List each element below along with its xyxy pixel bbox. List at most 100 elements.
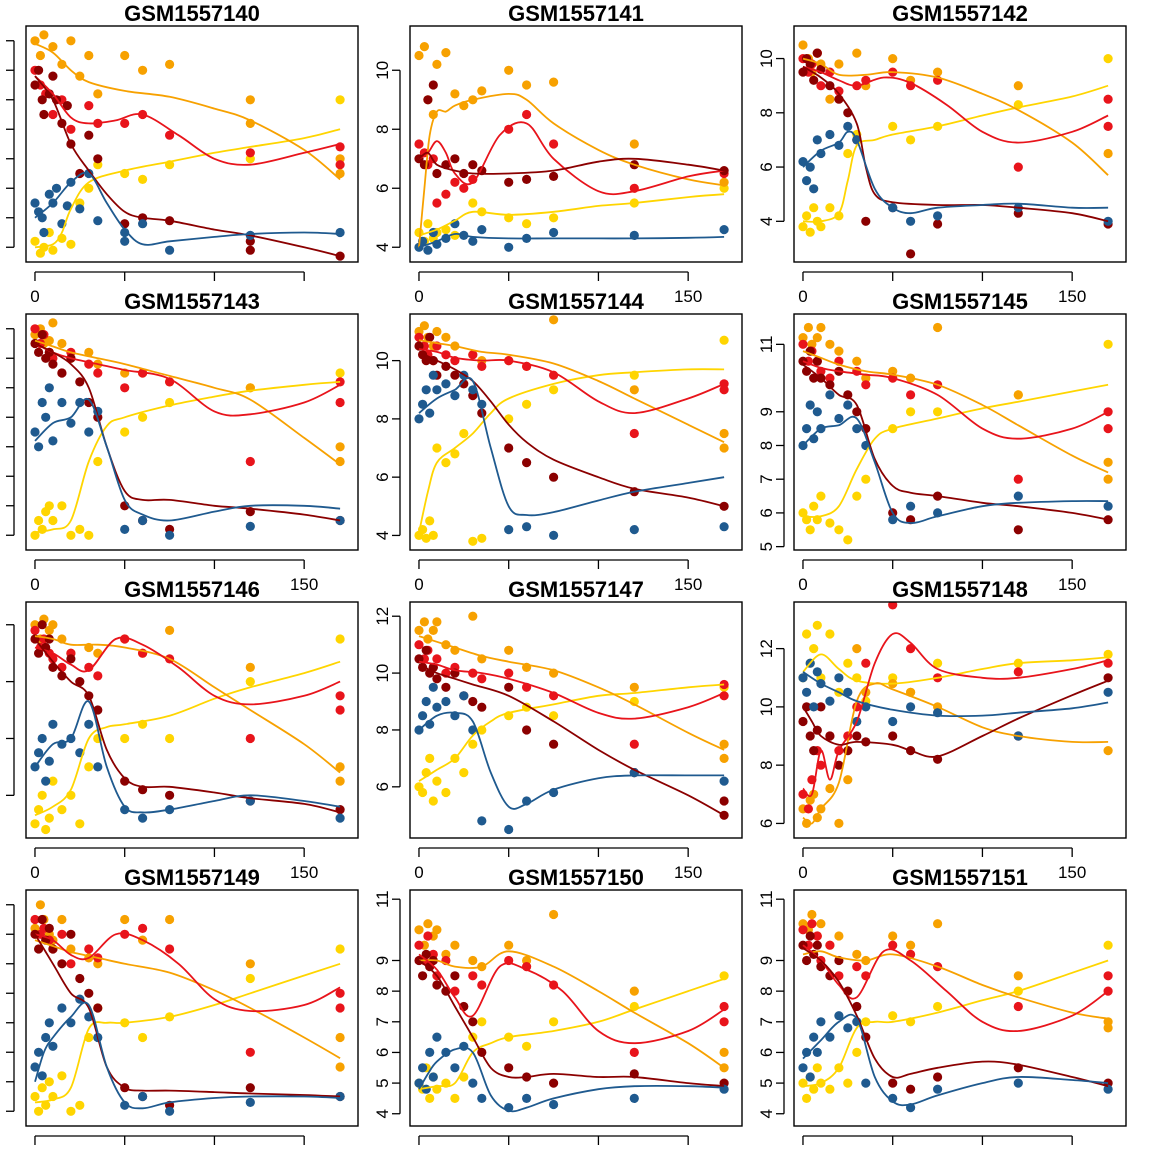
panel-6: GSM1557145 0 150 5 6 7 8 9 11 — [757, 289, 1127, 594]
data-point — [834, 760, 844, 770]
y-tick-label: 6 — [373, 472, 392, 481]
data-point — [120, 805, 130, 815]
data-point — [549, 77, 559, 87]
data-point — [468, 160, 478, 170]
data-point — [1103, 121, 1113, 131]
panel-title: GSM1557143 — [124, 289, 260, 314]
trend-line — [418, 351, 725, 508]
panel-2: GSM1557141 0 150 4 6 8 10 — [373, 1, 743, 306]
data-point — [843, 535, 853, 545]
x-tick-label: 150 — [674, 575, 702, 594]
data-point — [138, 923, 148, 934]
data-point — [852, 962, 862, 972]
data-point — [93, 671, 103, 681]
y-tick-label: 5 — [373, 1078, 392, 1087]
data-point — [1103, 54, 1113, 64]
data-point — [419, 321, 429, 331]
data-point — [906, 390, 916, 400]
trend-line — [34, 636, 341, 706]
trend-line — [34, 42, 341, 181]
data-point — [549, 1099, 559, 1110]
x-tick-label: 0 — [414, 287, 423, 306]
trend-line — [802, 959, 1109, 1088]
data-point — [802, 1047, 812, 1057]
data-point — [888, 121, 898, 131]
data-point — [852, 644, 862, 654]
data-point — [843, 121, 853, 131]
data-point — [809, 184, 819, 194]
data-point — [120, 118, 130, 128]
y-tick-label: 6 — [373, 184, 392, 193]
data-point — [414, 139, 424, 149]
data-point — [843, 1023, 853, 1033]
panel-7: GSM1557146 0 150 — [6, 577, 359, 882]
data-point — [414, 332, 424, 342]
data-point — [30, 236, 40, 246]
data-point — [812, 620, 822, 630]
data-point — [428, 370, 438, 380]
data-point — [504, 124, 514, 134]
panel-4: GSM1557143 0 150 — [6, 289, 359, 594]
trend-line — [418, 950, 725, 1069]
data-point — [428, 796, 438, 806]
data-point — [549, 472, 559, 482]
data-point — [1013, 390, 1023, 400]
plot-frame — [793, 25, 1127, 263]
trend-line — [34, 1001, 341, 1110]
data-point — [459, 1041, 469, 1051]
data-point — [245, 973, 255, 984]
plot-frame — [25, 601, 359, 839]
data-point — [802, 211, 812, 221]
plot-area — [414, 42, 729, 255]
data-point — [852, 731, 862, 741]
data-point — [933, 322, 943, 333]
data-point — [432, 702, 442, 712]
trend-line — [34, 635, 341, 774]
data-point — [933, 407, 943, 417]
data-point — [245, 677, 255, 687]
x-tick-label: 150 — [1058, 575, 1086, 594]
data-point — [335, 705, 345, 715]
x-tick-label: 150 — [674, 863, 702, 882]
data-point — [37, 330, 47, 340]
plot-frame — [25, 889, 359, 1127]
data-point — [62, 101, 72, 111]
data-point — [48, 776, 58, 786]
data-point — [93, 1003, 103, 1013]
data-point — [44, 813, 54, 823]
y-tick-label: 6 — [757, 1048, 776, 1057]
data-point — [165, 59, 175, 69]
data-point — [428, 625, 438, 636]
data-point — [798, 1063, 808, 1073]
y-axis: 4 6 8 10 — [757, 49, 785, 226]
data-point — [66, 530, 76, 540]
panel-10: GSM15571490150 — [6, 865, 359, 1152]
data-point — [35, 900, 46, 910]
data-point — [803, 322, 814, 333]
data-point — [477, 225, 487, 235]
plot-frame — [25, 25, 359, 263]
trend-line — [418, 683, 725, 782]
data-point — [48, 719, 58, 729]
data-point — [44, 1018, 54, 1028]
data-point — [834, 86, 844, 96]
trend-line — [418, 978, 725, 1091]
data-point — [37, 213, 47, 223]
y-tick-label: 11 — [373, 890, 392, 908]
data-point — [450, 391, 460, 401]
data-point — [425, 516, 435, 526]
data-point — [441, 696, 451, 707]
plot-frame — [409, 601, 743, 839]
data-point — [421, 949, 431, 960]
data-point — [459, 379, 469, 389]
data-point — [335, 988, 345, 998]
trend-line — [418, 193, 725, 237]
data-point — [84, 101, 94, 111]
data-point — [802, 1093, 812, 1103]
data-point — [138, 813, 148, 823]
data-point — [34, 442, 44, 452]
data-point — [805, 525, 815, 535]
data-point — [468, 198, 478, 208]
panel-title: GSM1557142 — [892, 1, 1028, 26]
plot-frame — [793, 313, 1127, 551]
